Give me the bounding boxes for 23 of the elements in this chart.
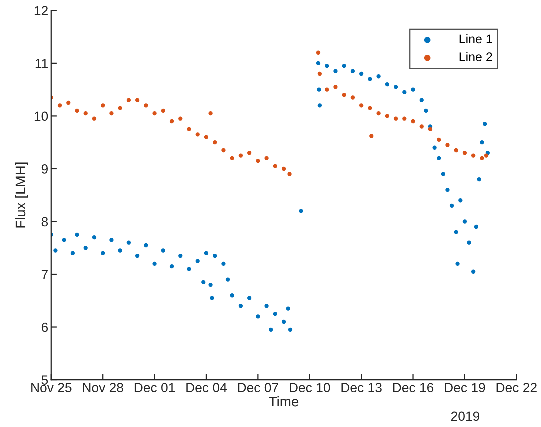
y-tick-label: 9	[42, 164, 48, 174]
x-tick-label: Dec 10	[290, 383, 330, 392]
y-tick-label: 7	[42, 270, 48, 280]
y-tick-label: 12	[34, 6, 48, 16]
legend-label: Line 2	[460, 52, 492, 62]
x-tick-label: Dec 19	[445, 383, 486, 392]
x-tick-label: Nov 28	[83, 383, 124, 392]
x-tick-label: Dec 16	[393, 383, 434, 392]
y-tick-label: 6	[42, 322, 48, 332]
y-tick-label: 10	[34, 112, 48, 122]
text: 2019	[451, 412, 480, 422]
y-tick-label: 11	[36, 59, 48, 68]
x-tick-label: Dec 04	[186, 383, 227, 392]
x-tick-label: Dec 07	[238, 383, 278, 392]
x-tick-label: Dec 22	[496, 383, 537, 392]
x-axis-title: Time	[269, 396, 299, 407]
x-tick-label: Dec 13	[342, 383, 382, 392]
x-tick-label: Dec 01	[134, 383, 176, 392]
x-tick-label: Nov 25	[32, 383, 72, 392]
y-axis-title: Flux [LMH]	[15, 162, 28, 228]
y-tick-label: 8	[42, 217, 48, 227]
legend-label: Line 1	[460, 34, 492, 44]
y-tick-label: 5	[42, 376, 48, 385]
